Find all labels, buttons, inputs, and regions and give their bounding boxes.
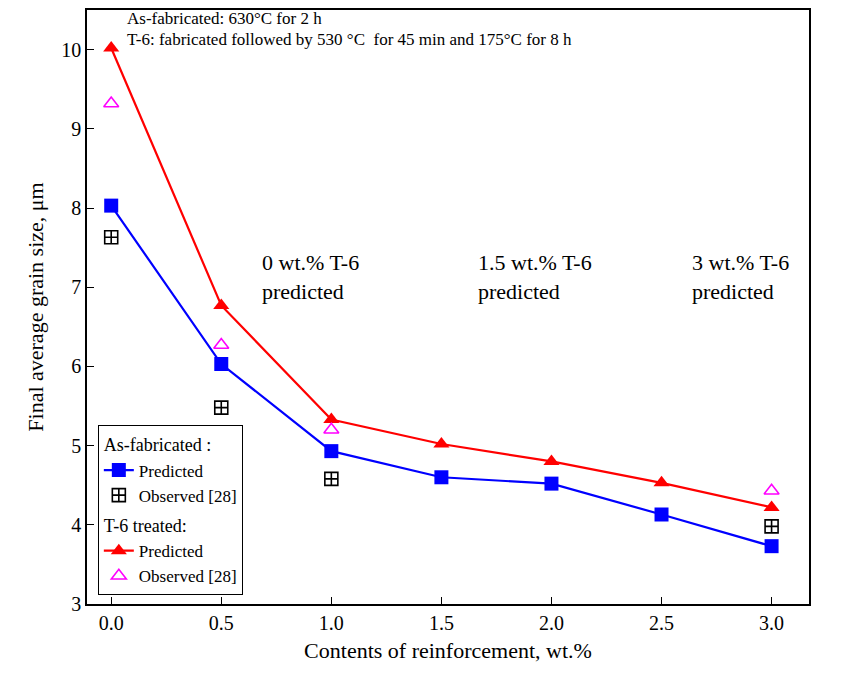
svg-text:5: 5 [71, 435, 81, 457]
svg-text:0.0: 0.0 [99, 612, 124, 634]
svg-text:6: 6 [71, 355, 81, 377]
svg-text:3: 3 [71, 593, 81, 615]
svg-text:1.5 wt.% T-6predicted: 1.5 wt.% T-6predicted [478, 250, 592, 304]
svg-text:Final average grain size, μm: Final average grain size, μm [23, 182, 48, 431]
svg-text:0 wt.% T-6predicted: 0 wt.% T-6predicted [262, 250, 359, 304]
svg-text:3 wt.% T-6predicted: 3 wt.% T-6predicted [692, 250, 789, 304]
svg-text:1.5: 1.5 [429, 612, 454, 634]
svg-text:2.5: 2.5 [649, 612, 674, 634]
svg-text:1.0: 1.0 [319, 612, 344, 634]
svg-text:7: 7 [71, 276, 81, 298]
svg-text:10: 10 [61, 39, 81, 61]
svg-text:Predicted: Predicted [139, 542, 204, 561]
svg-text:As-fabricated: 630°C for 2 h: As-fabricated: 630°C for 2 h [127, 9, 322, 28]
svg-text:T-6 treated:: T-6 treated: [104, 516, 187, 536]
svg-text:9: 9 [71, 118, 81, 140]
svg-text:Predicted: Predicted [139, 462, 204, 481]
svg-text:T-6: fabricated followed by 53: T-6: fabricated followed by 530 °C for 4… [127, 30, 572, 49]
svg-text:3.0: 3.0 [759, 612, 784, 634]
svg-text:4: 4 [71, 514, 81, 536]
svg-text:2.0: 2.0 [539, 612, 564, 634]
svg-text:Observed [28]: Observed [28] [139, 487, 237, 506]
svg-text:8: 8 [71, 197, 81, 219]
svg-text:As-fabricated :: As-fabricated : [104, 435, 211, 455]
svg-text:0.5: 0.5 [209, 612, 234, 634]
svg-text:Contents of reinforcement, wt.: Contents of reinforcement, wt.% [304, 638, 592, 663]
svg-text:Observed [28]: Observed [28] [139, 567, 237, 586]
